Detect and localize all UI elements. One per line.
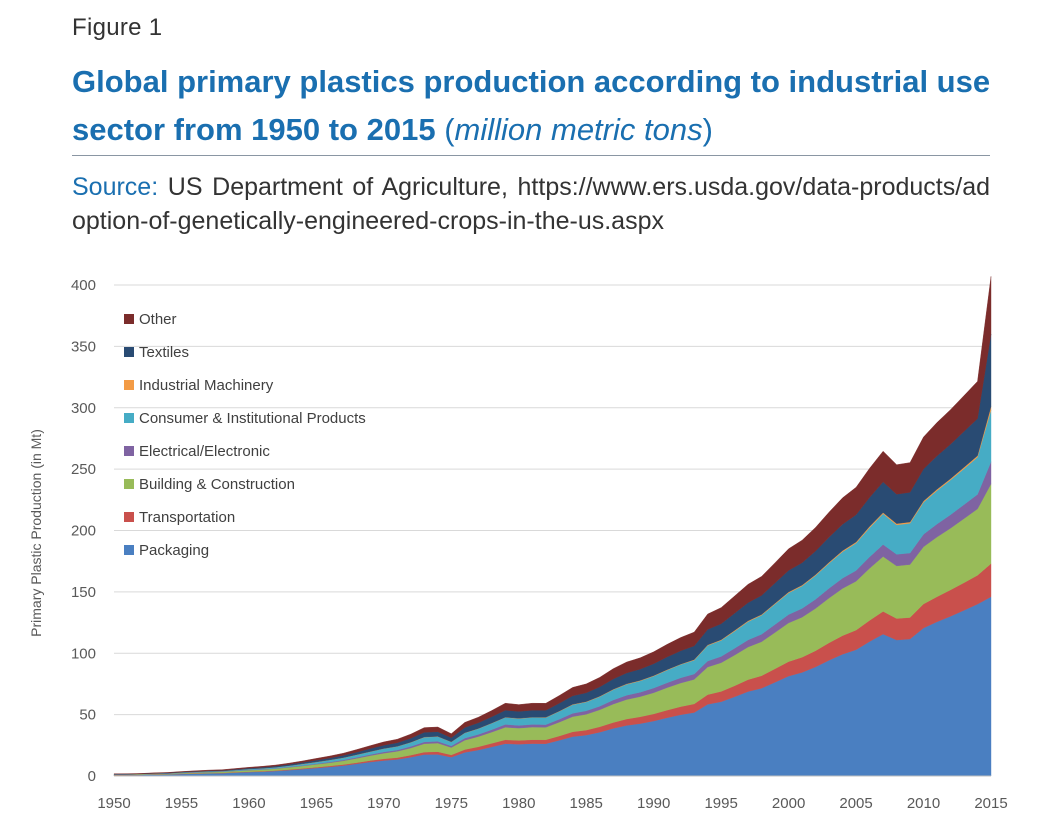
y-tick-label: 350 bbox=[71, 338, 96, 355]
area-other bbox=[113, 276, 992, 775]
x-tick-label: 2015 bbox=[974, 795, 1007, 812]
y-tick-label: 0 bbox=[88, 768, 96, 785]
legend-label-building-construction: Building & Construction bbox=[139, 476, 295, 493]
chart-legend: Other Textiles Industrial Machinery Consume… bbox=[124, 311, 366, 559]
legend-swatch-electrical-electronic bbox=[124, 446, 134, 456]
figure-label: Figure 1 bbox=[72, 14, 163, 41]
y-axis-label: Primary Plastic Production (in Mt) bbox=[28, 429, 44, 637]
legend-label-consumer-institutional-products: Consumer & Institutional Products bbox=[139, 410, 366, 427]
x-tick-label: 1950 bbox=[97, 795, 130, 812]
legend-swatch-textiles bbox=[124, 347, 134, 357]
y-tick-label: 100 bbox=[71, 645, 96, 662]
x-tick-label: 2010 bbox=[907, 795, 940, 812]
x-tick-label: 1960 bbox=[232, 795, 265, 812]
source-label: Source: bbox=[72, 173, 159, 201]
x-tick-label: 1975 bbox=[435, 795, 468, 812]
legend-label-transportation: Transportation bbox=[139, 509, 235, 526]
legend-label-electrical-electronic: Electrical/Electronic bbox=[139, 443, 270, 460]
chart-axes: 0 50 100 150 200 250 300 350 400 1950 1955 1960 1965… bbox=[71, 277, 1008, 812]
source-note: Source: US Department of Agriculture, ht… bbox=[72, 170, 990, 238]
y-tick-label: 250 bbox=[71, 461, 96, 478]
x-tick-label: 1980 bbox=[502, 795, 535, 812]
legend-swatch-building-construction bbox=[124, 479, 134, 489]
figure-title-units: (million metric tons) bbox=[444, 112, 713, 147]
legend-swatch-industrial-machinery bbox=[124, 380, 134, 390]
x-tick-label: 1995 bbox=[704, 795, 737, 812]
legend-swatch-transportation bbox=[124, 512, 134, 522]
legend-swatch-other bbox=[124, 314, 134, 324]
figure-title-units-text: million metric tons bbox=[454, 112, 703, 147]
legend-label-packaging: Packaging bbox=[139, 542, 209, 559]
x-tick-label: 1970 bbox=[367, 795, 400, 812]
title-divider bbox=[72, 155, 990, 156]
legend-swatch-packaging bbox=[124, 545, 134, 555]
x-tick-label: 1985 bbox=[570, 795, 603, 812]
figure-title-main: Global primary plastics production accor… bbox=[72, 64, 991, 147]
legend-swatch-consumer-institutional-products bbox=[124, 413, 134, 423]
chart-areas bbox=[113, 276, 992, 777]
x-tick-label: 2005 bbox=[839, 795, 872, 812]
x-tick-label: 1990 bbox=[637, 795, 670, 812]
legend-label-textiles: Textiles bbox=[139, 344, 189, 361]
figure-title: Global primary plastics production accor… bbox=[72, 58, 992, 154]
y-tick-label: 50 bbox=[79, 707, 96, 724]
legend-label-other: Other bbox=[139, 311, 177, 328]
y-tick-label: 150 bbox=[71, 584, 96, 601]
y-tick-label: 400 bbox=[71, 277, 96, 294]
x-tick-label: 1965 bbox=[300, 795, 333, 812]
x-tick-label: 1955 bbox=[165, 795, 198, 812]
y-tick-label: 300 bbox=[71, 400, 96, 417]
source-text: US Department of Agriculture, https://ww… bbox=[72, 173, 990, 235]
x-tick-label: 2000 bbox=[772, 795, 805, 812]
legend-label-industrial-machinery: Industrial Machinery bbox=[139, 377, 274, 394]
y-tick-label: 200 bbox=[71, 523, 96, 540]
